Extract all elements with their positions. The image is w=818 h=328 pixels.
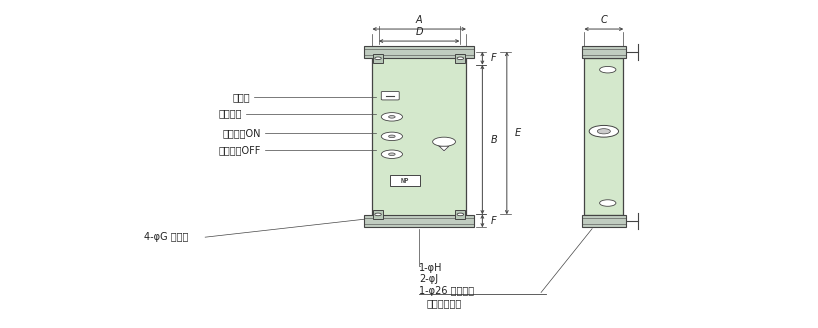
Text: B: B: [491, 134, 497, 145]
Text: 按钮开关OFF: 按钮开关OFF: [218, 145, 261, 155]
Bar: [456, 210, 465, 219]
Text: F: F: [491, 216, 497, 226]
FancyBboxPatch shape: [381, 92, 399, 100]
Circle shape: [381, 150, 402, 158]
Circle shape: [375, 213, 381, 216]
Text: C: C: [600, 15, 607, 25]
Circle shape: [389, 115, 395, 118]
Bar: [582, 46, 626, 58]
Text: 1-φH: 1-φH: [419, 263, 443, 273]
Text: 显示灯: 显示灯: [232, 92, 250, 102]
Circle shape: [600, 67, 616, 73]
Bar: [372, 52, 466, 221]
Circle shape: [457, 57, 464, 60]
Circle shape: [457, 213, 464, 216]
Circle shape: [375, 57, 381, 60]
Bar: [456, 54, 465, 63]
Bar: [373, 54, 383, 63]
Bar: [584, 58, 623, 215]
Bar: [364, 46, 474, 58]
Circle shape: [389, 153, 395, 155]
Bar: [390, 175, 420, 186]
Text: A: A: [416, 15, 423, 25]
Bar: [373, 210, 383, 219]
Bar: [582, 215, 626, 227]
Text: NP: NP: [401, 177, 409, 184]
Polygon shape: [439, 146, 449, 151]
Circle shape: [389, 135, 395, 138]
Text: E: E: [515, 128, 521, 138]
Circle shape: [597, 129, 610, 134]
Circle shape: [381, 132, 402, 141]
Text: 4-φG 安装孔: 4-φG 安装孔: [144, 232, 188, 242]
Circle shape: [381, 113, 402, 121]
Text: F: F: [491, 53, 497, 63]
Text: 1-φ26 配线用孔: 1-φ26 配线用孔: [419, 286, 474, 296]
Text: D: D: [416, 27, 423, 37]
Text: 电源开关: 电源开关: [218, 109, 242, 119]
Circle shape: [589, 125, 618, 137]
Text: （橡胶衬套）: （橡胶衬套）: [427, 298, 462, 308]
Bar: [364, 215, 474, 227]
Text: 按钮开关ON: 按钮开关ON: [222, 128, 261, 138]
Circle shape: [600, 200, 616, 206]
Circle shape: [433, 137, 456, 146]
Text: 2-φJ: 2-φJ: [419, 275, 438, 284]
